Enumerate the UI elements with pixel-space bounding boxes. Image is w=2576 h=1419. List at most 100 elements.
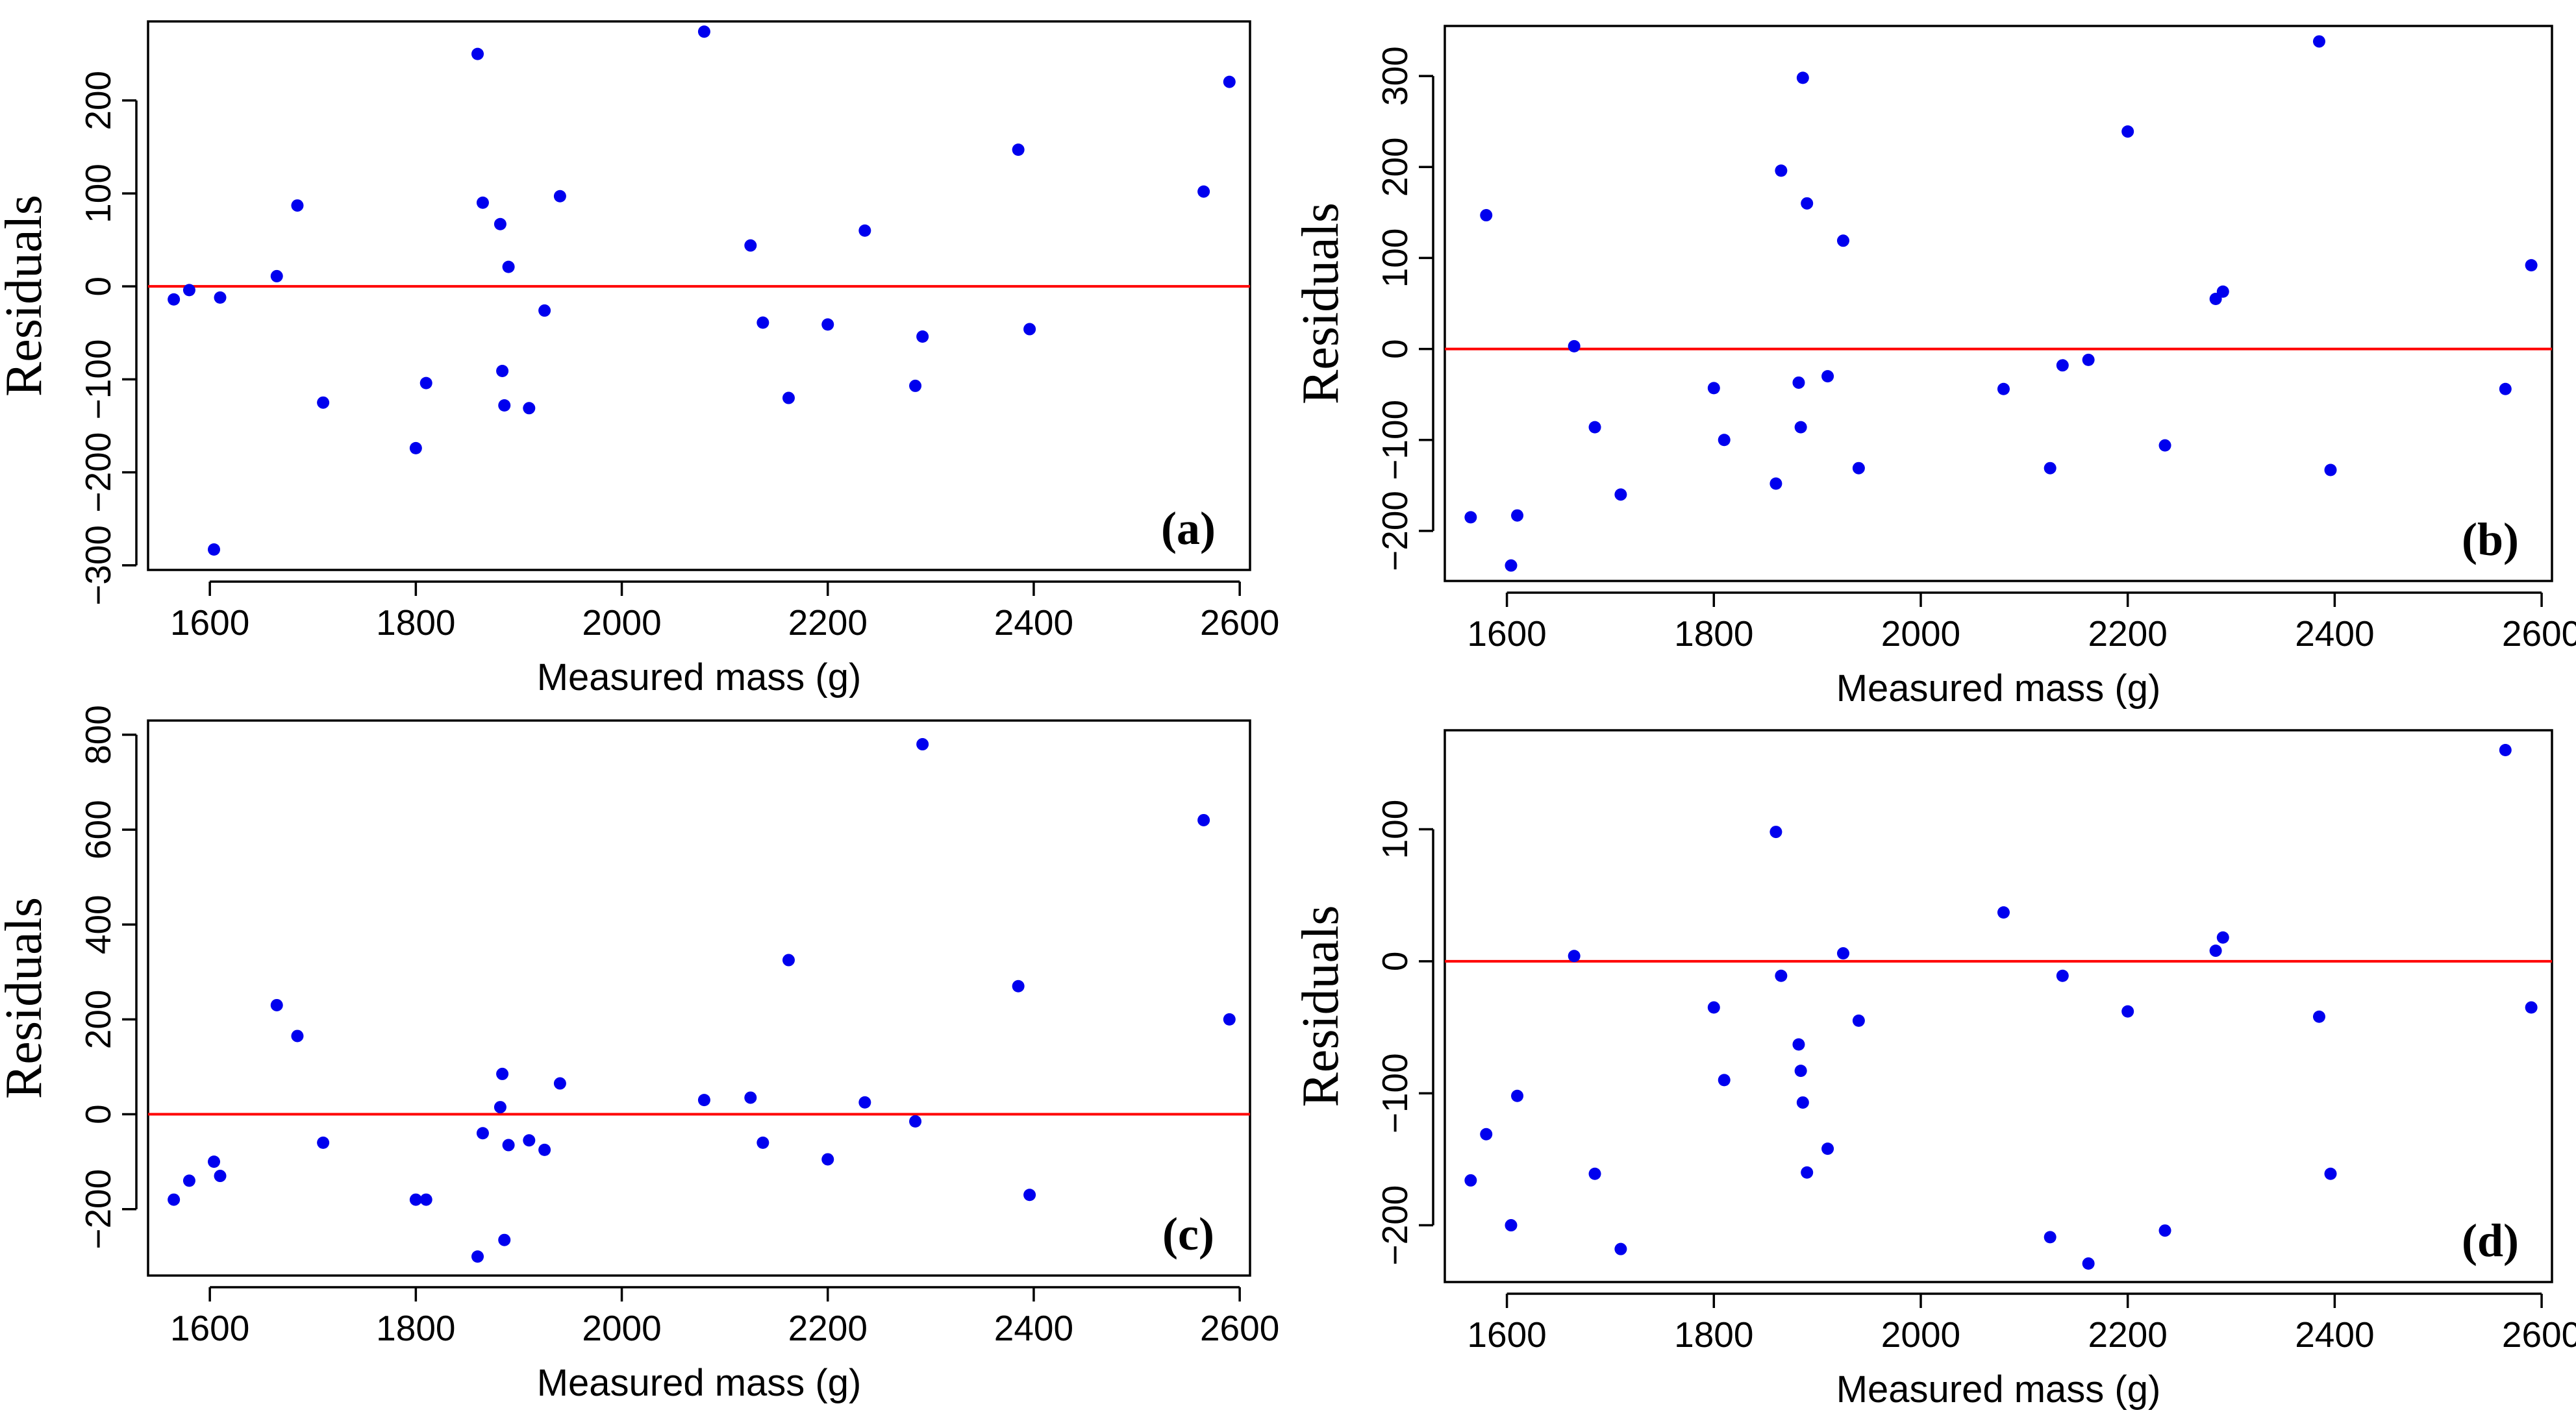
data-point [1997,382,2010,395]
data-point [419,376,432,389]
data-point [523,402,536,415]
data-point [2216,931,2229,944]
panel-c: 1600 1800 2000 2200 2400 2600 −200 0 200 400 600 80… [0,705,1279,1404]
data-point [1197,185,1210,198]
y-axis-title: Residuals [1292,203,1349,404]
data-point [553,190,566,203]
data-point [1769,477,1782,490]
data-point [208,543,221,556]
data-point [2216,285,2229,298]
data-point [1614,1242,1627,1255]
panel-a: 1600 1800 2000 2200 2400 2600 −300 −200 −100 0 100… [0,20,1279,698]
data-point [1588,1167,1601,1180]
data-point [1464,1174,1477,1187]
data-point [1480,1128,1493,1141]
x-tick-label: 2600 [2502,1314,2576,1355]
y-tick-label: 0 [1375,339,1415,359]
panel-label: (c) [1162,1208,1214,1260]
data-point [782,954,795,967]
y-tick-label: 100 [78,164,118,223]
panel-label: (d) [2462,1215,2519,1266]
data-point [858,1096,871,1109]
data-point [538,1143,551,1156]
data-point [1792,1038,1805,1051]
x-tick-label: 2400 [994,1308,1073,1348]
data-point [1794,421,1807,434]
panel-label: (a) [1161,502,1216,554]
data-point [1821,370,1834,383]
data-point [1718,1074,1731,1087]
data-point [270,998,283,1011]
data-point [1568,339,1581,352]
y-tick-label: −300 [78,525,118,606]
x-tick-label: 2200 [2088,1314,2168,1355]
y-tick-label: −200 [78,1169,118,1250]
data-point [1792,376,1805,389]
data-point [476,196,489,209]
x-axis-title: Measured mass (g) [1836,667,2161,710]
data-point [168,293,181,306]
data-point [2158,439,2171,452]
y-tick-label: 0 [78,277,118,297]
data-point [494,1101,506,1114]
data-point [2082,353,2095,366]
data-point [496,365,509,378]
data-point [757,316,769,329]
data-point [1023,1189,1036,1202]
data-point [2499,382,2512,395]
data-point [523,1134,536,1147]
y-tick-label: 200 [1375,137,1415,197]
y-axis-title: Residuals [0,195,53,397]
data-point [1568,950,1581,963]
data-point [821,318,834,331]
data-point [409,1193,422,1206]
data-point [498,1233,511,1246]
y-tick-label: −200 [78,432,118,513]
data-point [471,47,484,60]
y-tick-label: −100 [1375,1053,1415,1133]
data-point [2312,35,2325,48]
data-point [1801,197,1814,210]
data-point [1997,906,2010,919]
data-point [2082,1257,2095,1270]
y-tick-label: 400 [78,895,118,954]
plot-frame [1444,729,2553,1283]
y-tick-label: −100 [1375,400,1415,480]
y-tick-label: 200 [78,71,118,130]
data-point [1012,980,1025,993]
data-point [1836,234,1849,247]
data-point [1707,382,1720,395]
panel-label: (b) [2462,513,2519,565]
data-point [909,379,922,392]
data-point [498,399,511,412]
data-point [471,1250,484,1263]
y-tick-label: 600 [78,800,118,859]
data-point [1464,511,1477,524]
data-point [1223,1013,1236,1026]
data-point [2499,744,2512,757]
data-point [2525,259,2538,272]
data-point [476,1127,489,1140]
data-point [2044,1231,2057,1244]
data-point [1223,75,1236,88]
data-point [502,1139,515,1152]
data-point [1588,421,1601,434]
data-point [2312,1010,2325,1023]
data-point [502,260,515,273]
data-point [291,1030,304,1043]
data-point [538,304,551,317]
data-point [1796,1096,1809,1109]
data-point [270,269,283,282]
data-point [409,441,422,454]
data-point [1614,488,1627,501]
data-point [1821,1142,1834,1155]
data-point [1852,462,1865,475]
data-point [214,1170,227,1183]
data-point [1707,1001,1720,1014]
plot-frame [147,20,1251,571]
data-point [1511,1089,1524,1102]
data-point [1480,209,1493,222]
data-point [757,1136,769,1149]
x-tick-label: 1600 [1467,613,1546,654]
x-tick-label: 2400 [2295,613,2374,654]
